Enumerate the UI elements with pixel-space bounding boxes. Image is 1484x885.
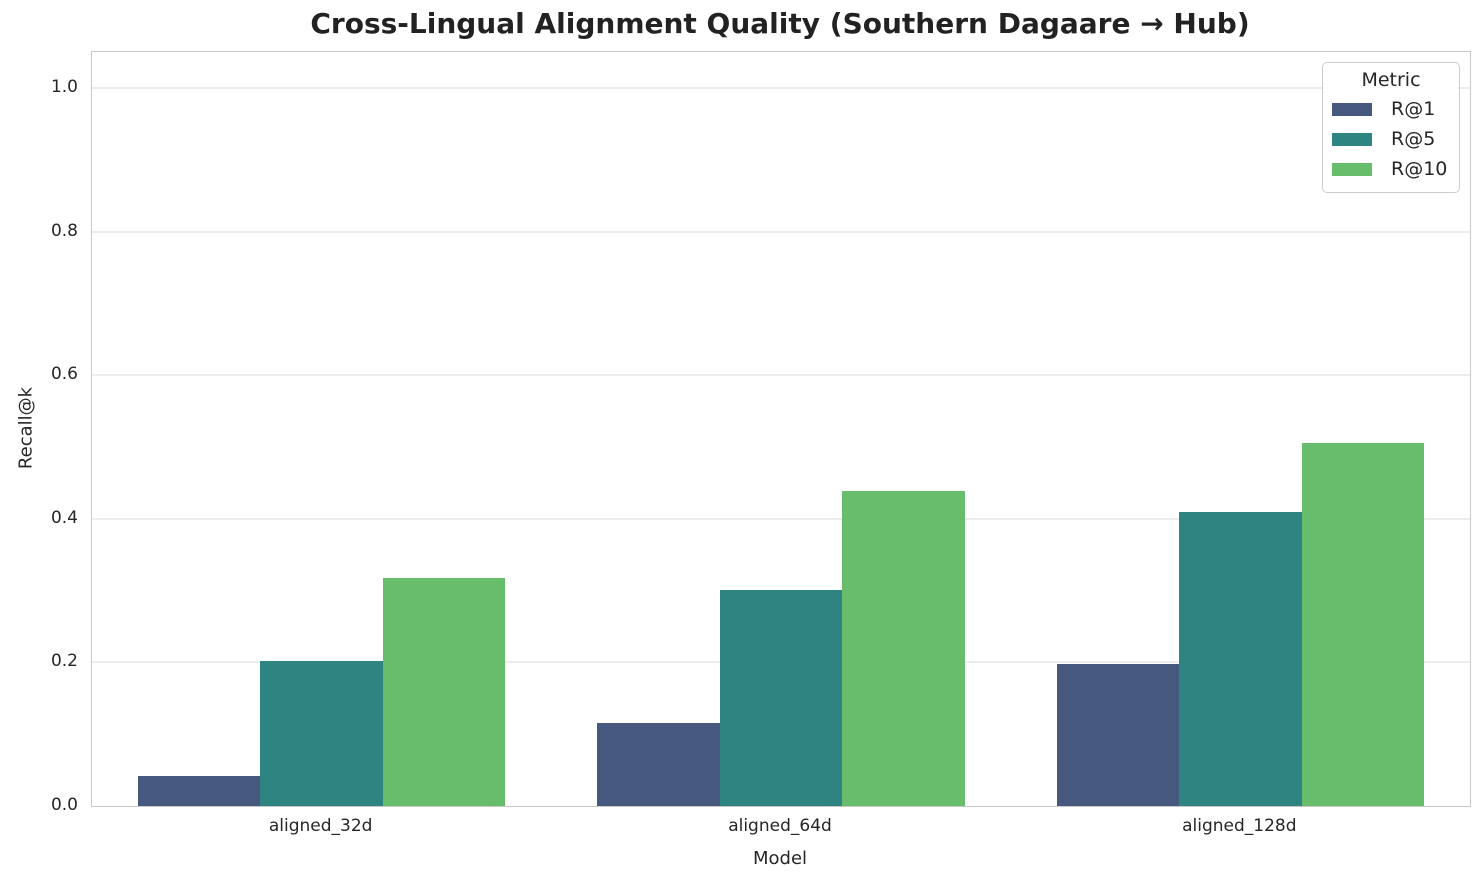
y-tick-label: 0.0	[50, 795, 78, 815]
bar-R@5-aligned_128d	[1179, 511, 1302, 806]
y-axis-label: Recall@k	[15, 386, 37, 470]
gridline-y-0.6	[92, 374, 1470, 377]
gridline-y-0.8	[92, 230, 1470, 233]
bar-R@1-aligned_128d	[1056, 663, 1180, 806]
legend: Metric R@1 R@5 R@10	[1322, 62, 1460, 193]
gridline-y-1	[92, 86, 1470, 89]
legend-item-R@1: R@1	[1323, 94, 1459, 124]
bar-R@10-aligned_64d	[842, 491, 965, 806]
gridline-y-0.4	[92, 517, 1470, 520]
legend-swatch-icon	[1332, 132, 1372, 146]
legend-swatch-icon	[1332, 102, 1372, 116]
bar-R@5-aligned_32d	[260, 660, 383, 806]
legend-items: R@1 R@5 R@10	[1323, 94, 1459, 184]
bar-R@10-aligned_128d	[1301, 443, 1425, 806]
chart-title: Cross-Lingual Alignment Quality (Souther…	[310, 7, 1250, 40]
y-tick-label: 0.2	[50, 651, 78, 672]
legend-label: R@10	[1391, 158, 1448, 180]
legend-item-R@10: R@10	[1323, 154, 1459, 184]
plot-area	[91, 51, 1471, 807]
y-tick-label: 0.6	[50, 364, 78, 385]
y-tick-label: 0.4	[50, 507, 78, 528]
bar-R@1-aligned_32d	[137, 775, 261, 806]
y-tick-label: 0.8	[50, 220, 78, 241]
x-tick-label: aligned_32d	[268, 816, 373, 836]
bar-R@1-aligned_64d	[597, 723, 720, 806]
bar-R@10-aligned_32d	[382, 577, 506, 806]
legend-title: Metric	[1361, 69, 1421, 91]
legend-item-R@5: R@5	[1323, 124, 1459, 154]
legend-label: R@1	[1391, 98, 1436, 120]
legend-swatch-icon	[1332, 162, 1372, 176]
x-tick-label: aligned_128d	[1182, 816, 1297, 836]
x-tick-label: aligned_64d	[728, 816, 832, 836]
x-axis-label: Model	[752, 848, 808, 869]
bar-R@5-aligned_64d	[719, 589, 843, 806]
legend-label: R@5	[1391, 128, 1436, 150]
y-tick-label: 1.0	[50, 76, 78, 97]
